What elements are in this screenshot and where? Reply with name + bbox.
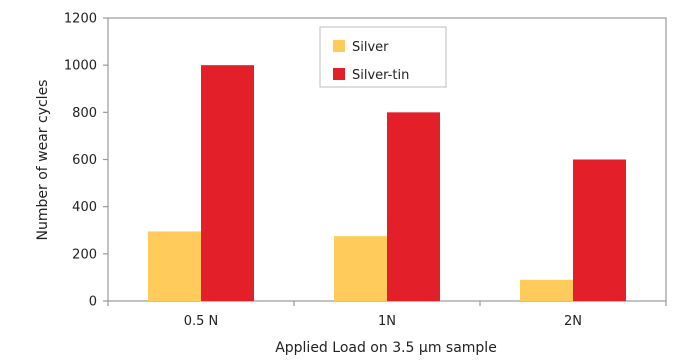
legend-label-silver-tin: Silver-tin [352,68,409,83]
x-tick-label: 0.5 N [184,314,219,329]
y-tick-label: 200 [72,247,97,262]
y-tick-label: 800 [72,106,97,121]
legend-swatch-silver-tin [333,68,345,80]
bar-silver-tin [387,112,440,301]
bar-silver-tin [573,159,626,301]
bar-silver [520,279,573,301]
y-tick-label: 1000 [64,59,97,74]
bar-silver [334,236,387,301]
legend: Silver Silver-tin [319,26,447,88]
legend-label-silver: Silver [352,40,389,55]
x-axis-title: Applied Load on 3.5 µm sample [275,340,497,356]
legend-swatch-silver [333,40,345,52]
x-tick-label: 1N [378,314,396,329]
bar-silver-tin [201,65,254,302]
x-tick-label: 2N [564,314,582,329]
y-tick-label: 600 [72,153,97,168]
x-axis-ticks: 0.5 N 1N 2N [107,301,667,329]
y-axis-ticks: 0 200 400 600 800 1000 1200 [64,12,108,310]
bars-group [148,65,626,302]
y-tick-label: 0 [89,295,97,310]
y-tick-label: 1200 [64,12,97,27]
y-tick-label: 400 [72,200,97,215]
y-axis-title: Number of wear cycles [35,80,51,241]
bar-silver [148,231,201,301]
